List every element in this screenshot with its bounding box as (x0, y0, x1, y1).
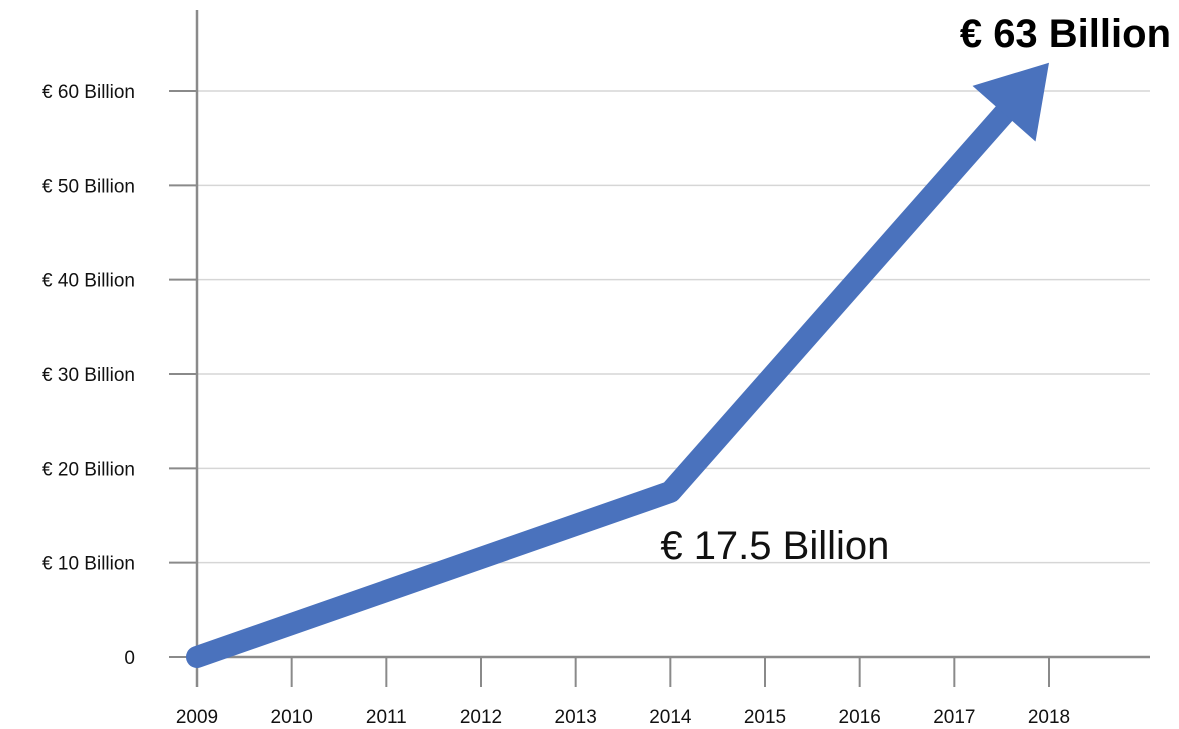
y-tick-label-20: € 20 Billion (42, 459, 135, 480)
y-tick-label-10: € 10 Billion (42, 554, 135, 575)
axes (195, 10, 1150, 687)
annotation-63-billion: € 63 Billion (960, 12, 1171, 56)
x-tick-label-2014: 2014 (649, 707, 692, 728)
y-tick-label-50: € 50 Billion (42, 176, 135, 197)
x-tick-label-2013: 2013 (555, 707, 597, 728)
x-tick-label-2015: 2015 (744, 707, 786, 728)
y-tick-label-40: € 40 Billion (42, 271, 135, 292)
series-arrow-shaft (186, 98, 1019, 668)
x-tick-label-2010: 2010 (271, 707, 313, 728)
y-tick-label-60: € 60 Billion (42, 82, 135, 103)
y-tick-labels: 0 € 10 Billion € 20 Billion € 30 Billion € 4… (42, 82, 197, 669)
x-tick-label-2016: 2016 (839, 707, 881, 728)
gridlines (197, 90, 1150, 564)
x-tick-labels: 2009 2010 2011 2012 2013 2014 2015 2016 2017 2018 (176, 657, 1070, 728)
x-tick-label-2011: 2011 (366, 707, 407, 728)
annotation-17-5-billion: € 17.5 Billion (660, 524, 889, 568)
annotations: € 17.5 Billion € 63 Billion (660, 12, 1171, 568)
y-tick-label-0: 0 (124, 648, 135, 669)
x-tick-label-2012: 2012 (460, 707, 502, 728)
series-arrow-head (972, 62, 1049, 142)
y-tick-label-30: € 30 Billion (42, 365, 135, 386)
x-tick-label-2009: 2009 (176, 707, 218, 728)
series-line (186, 62, 1049, 668)
x-tick-label-2017: 2017 (933, 707, 975, 728)
x-tick-label-2018: 2018 (1028, 707, 1070, 728)
